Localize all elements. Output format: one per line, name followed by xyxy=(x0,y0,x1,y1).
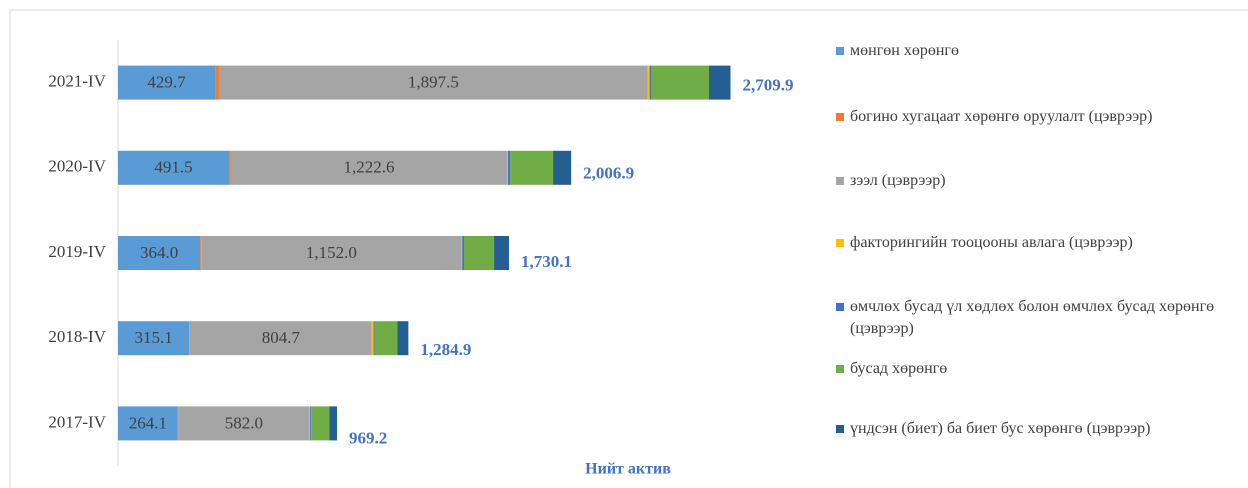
data-label: 429.7 xyxy=(147,73,186,92)
bar-segment xyxy=(649,65,652,100)
total-label: 969.2 xyxy=(349,428,387,447)
bar-segment xyxy=(709,65,731,100)
bar-segment xyxy=(494,236,509,270)
legend-item: мөнгөн хөрөнгө xyxy=(836,40,1236,62)
data-label: 1,222.6 xyxy=(344,158,395,177)
legend-swatch xyxy=(836,365,844,373)
bar-segment xyxy=(310,406,312,441)
legend-item: үндсэн (биет) ба биет бус хөрөнгө (цэврэ… xyxy=(836,418,1236,440)
y-tick-label: 2018-IV xyxy=(48,327,106,346)
legend-label: зээл (цэврээр) xyxy=(850,172,946,189)
bar-segment xyxy=(507,150,511,185)
legend-swatch xyxy=(836,303,844,311)
bar-segment xyxy=(215,65,219,100)
bar-segment xyxy=(371,321,374,356)
bar-segment xyxy=(118,150,230,185)
legend-label: үндсэн (биет) ба биет бус хөрөнгө (цэврэ… xyxy=(850,420,1151,437)
legend-label: мөнгөн хөрөнгө xyxy=(850,42,959,59)
legend-label: бусад хөрөнгө xyxy=(850,360,948,377)
total-label: 1,284.9 xyxy=(420,340,471,359)
data-label: 364.0 xyxy=(140,243,178,262)
y-tick-label: 2021-IV xyxy=(48,72,106,91)
bar-segment xyxy=(200,236,202,270)
legend-item: зээл (цэврээр) xyxy=(836,170,1236,192)
y-tick-label: 2017-IV xyxy=(48,412,106,431)
legend-item: бусад хөрөнгө xyxy=(836,358,1236,380)
legend-label: богино хугацаат хөрөнгө оруулалт (цэврээ… xyxy=(850,108,1153,125)
y-tick-label: 2019-IV xyxy=(48,242,106,261)
legend-swatch xyxy=(836,113,844,121)
bar-segment xyxy=(462,236,465,270)
bar-segment xyxy=(651,65,710,100)
bar-segment xyxy=(118,406,178,441)
bar-segment xyxy=(189,321,190,356)
total-label: 2,709.9 xyxy=(743,76,794,95)
data-label: 582.0 xyxy=(225,413,263,432)
legend-label: өмчлөх бусад үл хөдлөх болон өмчлөх буса… xyxy=(850,298,1215,337)
legend-item: өмчлөх бусад үл хөдлөх болон өмчлөх буса… xyxy=(836,296,1236,340)
bar-segment xyxy=(397,321,409,356)
legend-swatch xyxy=(836,177,844,185)
bar-segment xyxy=(229,150,231,185)
bar-segment xyxy=(510,150,554,185)
legend-item: богино хугацаат хөрөнгө оруулалт (цэврээ… xyxy=(836,106,1236,128)
bar-segment xyxy=(189,321,372,356)
bar-segment xyxy=(373,321,375,356)
legend-swatch xyxy=(836,239,844,247)
frame xyxy=(9,9,1248,488)
bar-segment xyxy=(461,236,463,270)
bar-segment xyxy=(178,406,310,441)
legend-swatch xyxy=(836,425,844,433)
data-label: 491.5 xyxy=(154,158,192,177)
data-label: 315.1 xyxy=(134,328,172,347)
legend-swatch xyxy=(836,47,844,55)
data-label: 1,152.0 xyxy=(306,243,357,262)
bar-segment xyxy=(464,236,495,270)
bar-segment xyxy=(553,150,572,185)
bar-segment xyxy=(329,406,338,441)
y-tick-label: 2020-IV xyxy=(48,157,106,176)
legend-item: факторингийн тооцооны авлага (цэврээр) xyxy=(836,232,1236,254)
chart-title: Нийт актив xyxy=(585,461,671,478)
total-label: 1,730.1 xyxy=(521,252,572,271)
data-label: 264.1 xyxy=(129,413,167,432)
bar-segment xyxy=(311,406,330,441)
bar-segment xyxy=(230,150,508,185)
legend-label: факторингийн тооцооны авлага (цэврээр) xyxy=(850,234,1133,251)
data-label: 804.7 xyxy=(262,328,301,347)
bar-segment xyxy=(218,65,648,100)
data-label: 1,897.5 xyxy=(408,73,459,92)
bar-segment xyxy=(507,150,508,185)
bar-segment xyxy=(647,65,650,100)
bar-segment xyxy=(118,321,190,356)
total-label: 2,006.9 xyxy=(583,164,634,183)
bar-segment xyxy=(374,321,398,356)
bar-segment xyxy=(201,236,462,270)
bar-segment xyxy=(118,236,201,270)
bar-segment xyxy=(118,65,216,100)
